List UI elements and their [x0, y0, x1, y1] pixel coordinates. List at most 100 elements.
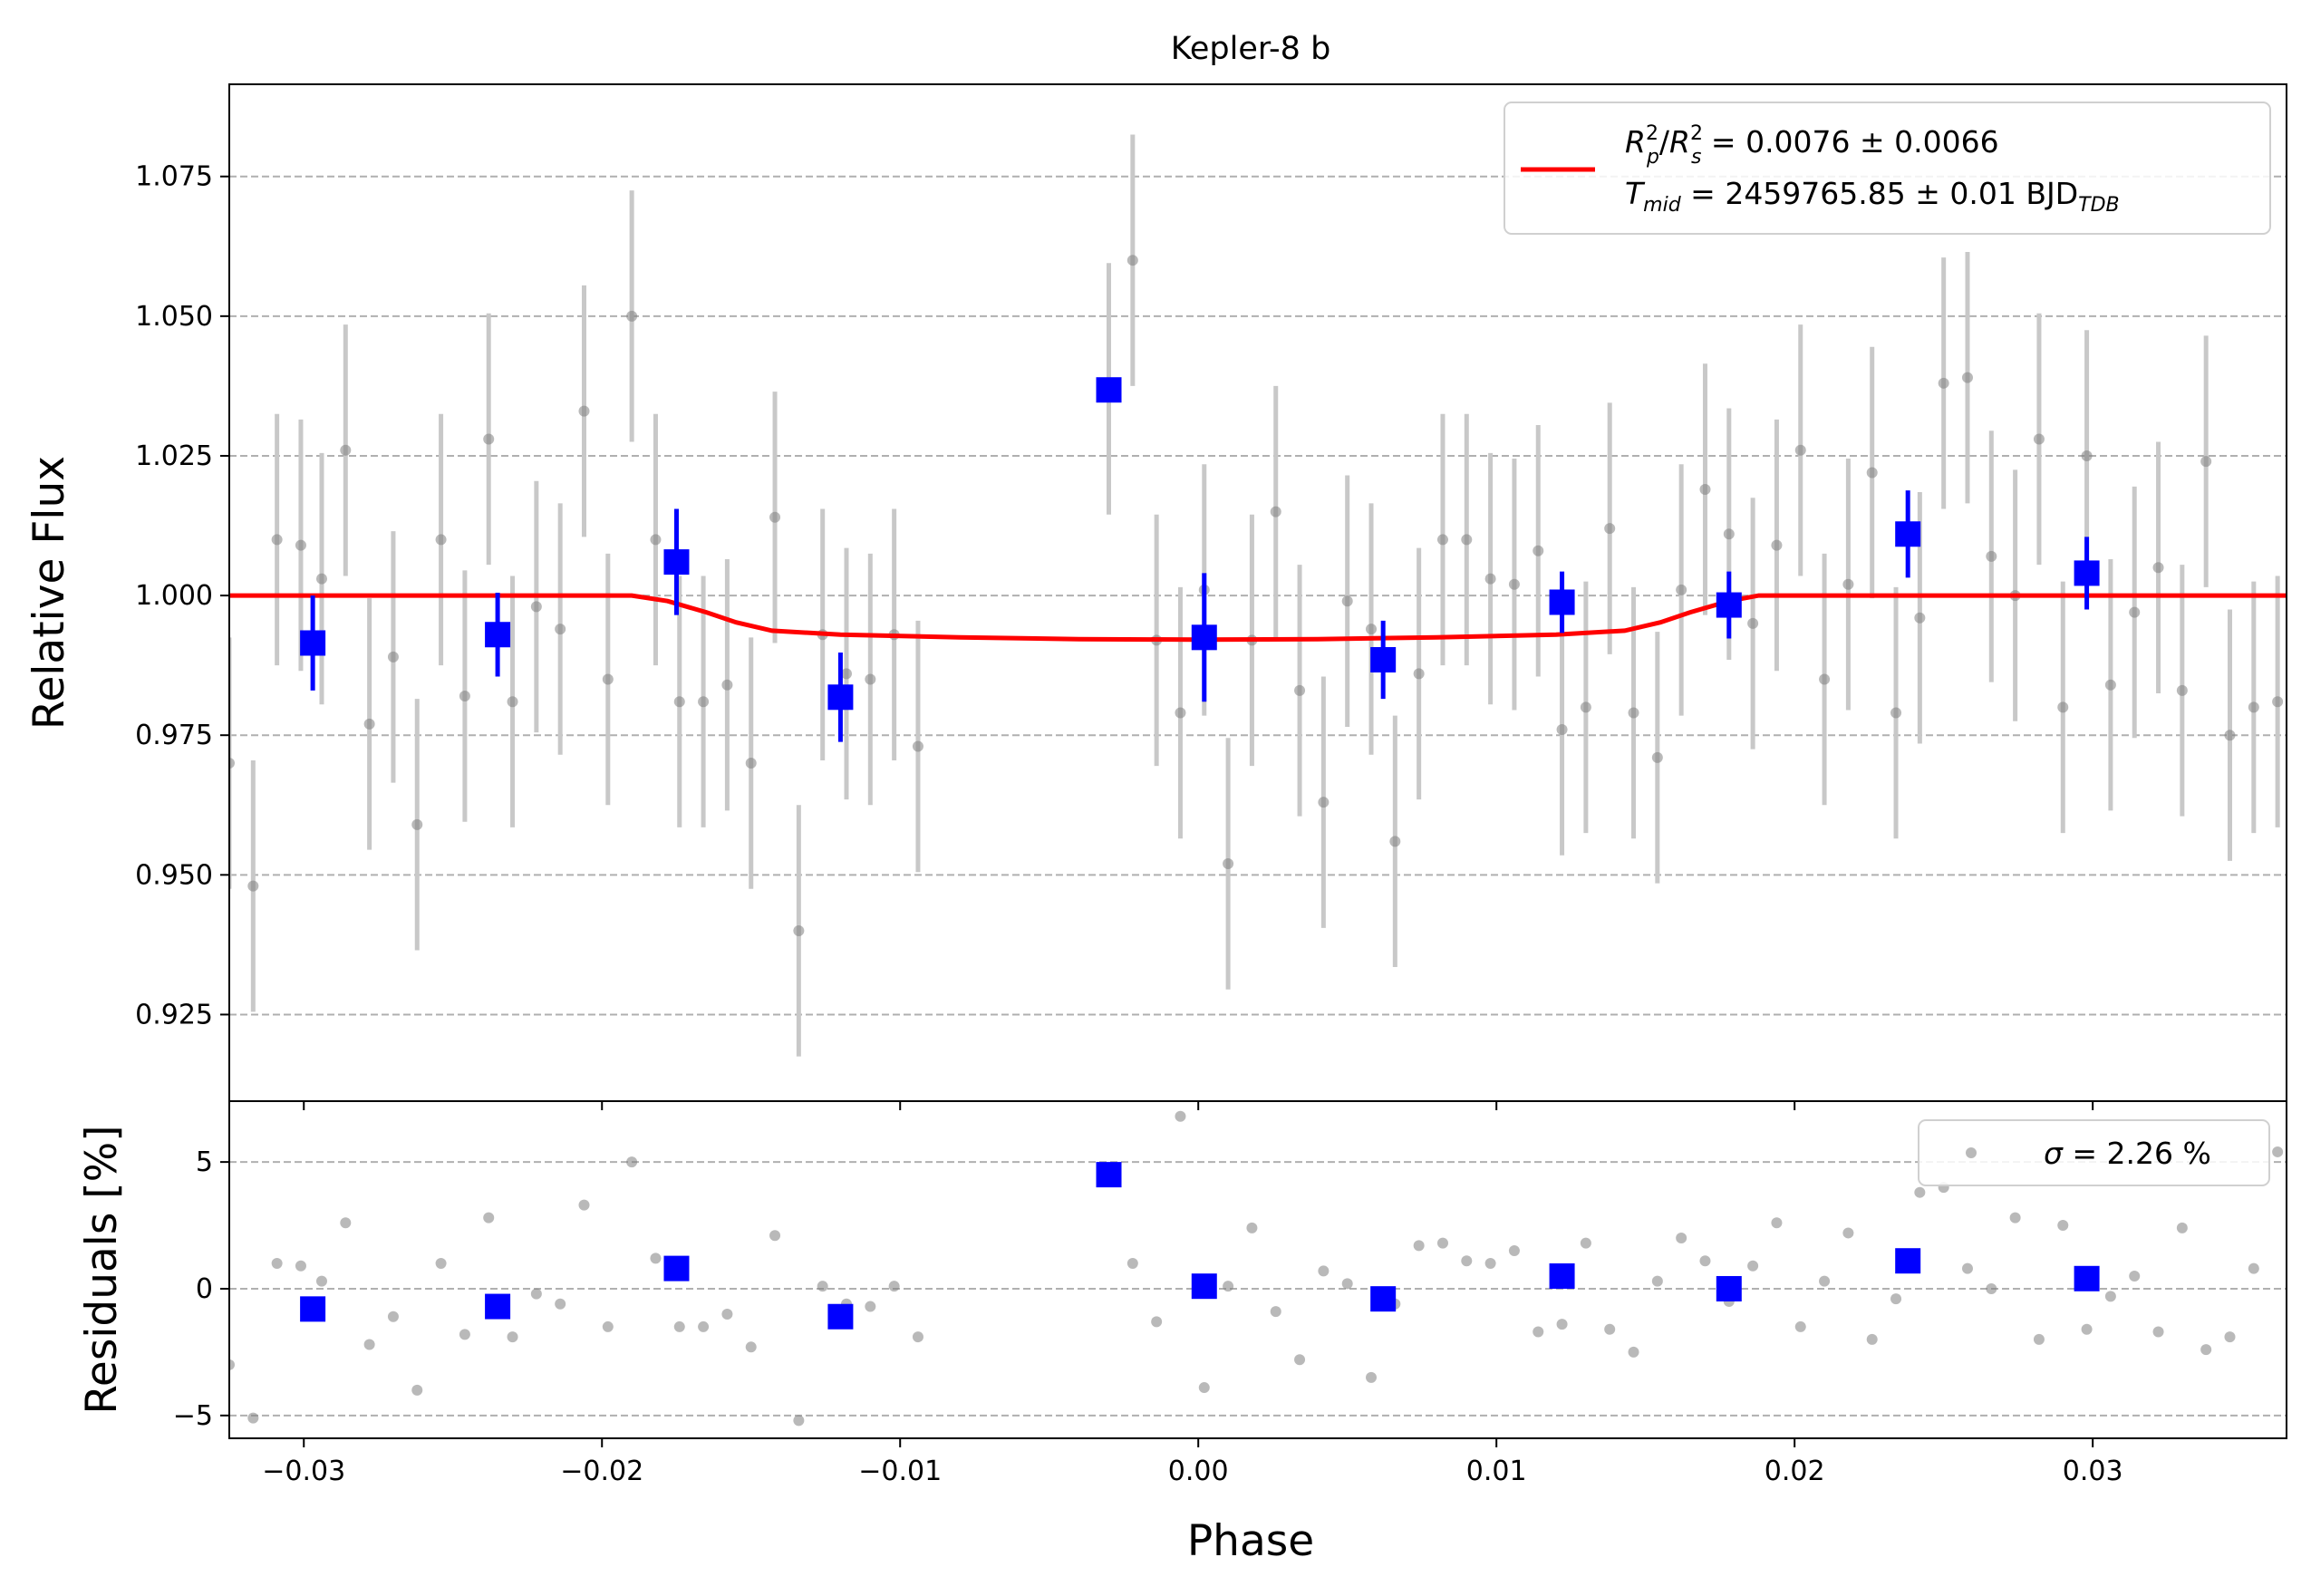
residual-point	[673, 1320, 685, 1332]
raw-point	[2176, 684, 2188, 696]
raw-point	[1366, 624, 1378, 635]
residual-point	[271, 1258, 283, 1270]
raw-point	[1747, 617, 1759, 629]
raw-point	[2057, 701, 2069, 713]
raw-point	[865, 673, 876, 685]
raw-point	[673, 696, 685, 708]
raw-point	[2129, 606, 2141, 618]
residual-point	[1151, 1316, 1163, 1328]
x-tick-label: 0.01	[1466, 1456, 1527, 1487]
residual-point	[1866, 1333, 1878, 1345]
residual-point	[340, 1217, 352, 1229]
residual-point	[2176, 1222, 2188, 1233]
raw-point	[459, 691, 470, 702]
legend-mid-time: Tmid = 2459765.85 ± 0.01 BJDTDB	[1625, 176, 2120, 217]
residual-point	[1986, 1282, 1997, 1294]
raw-point	[1604, 523, 1616, 535]
raw-point	[2033, 433, 2045, 445]
raw-point	[1318, 797, 1330, 808]
residual-point	[1126, 1258, 1138, 1270]
binned-residual-point	[1716, 1275, 1742, 1301]
axes-layer: 0.925 0.950 0.975 1.000 1.025 1.050 1.075 −5 0 5 −…	[135, 83, 2287, 1487]
raw-point	[555, 624, 566, 635]
residual-point	[2033, 1333, 2045, 1345]
legend-sigma: σ = 2.26 %	[2044, 1136, 2211, 1171]
residual-point	[2104, 1291, 2116, 1302]
residual-point	[411, 1384, 423, 1396]
raw-point	[271, 534, 283, 546]
raw-point	[1126, 255, 1138, 266]
raw-point	[483, 433, 495, 445]
residual-point	[2248, 1262, 2259, 1274]
residuals-y-tick-label: −5	[173, 1400, 213, 1432]
residual-point	[1175, 1110, 1186, 1122]
legend-radius-ratio: R2 p/R2 s = 0.0076 ± 0.0066	[1625, 122, 1999, 169]
residual-point	[229, 1359, 235, 1370]
binned-point	[1716, 592, 1742, 618]
residual-point	[2272, 1146, 2284, 1157]
main-y-tick-label: 1.050	[135, 301, 213, 333]
binned-point	[485, 622, 511, 648]
main-y-tick-label: 0.925	[135, 999, 213, 1030]
raw-point	[1294, 684, 1306, 696]
residual-point	[1318, 1265, 1330, 1277]
raw-point	[1223, 857, 1234, 869]
main-y-tick-label: 0.975	[135, 720, 213, 751]
residual-point	[1794, 1320, 1806, 1332]
raw-point	[2272, 696, 2284, 708]
raw-point	[745, 758, 757, 769]
raw-point	[1986, 550, 1997, 562]
raw-point	[507, 696, 518, 708]
binned-residual-point	[827, 1303, 854, 1330]
binned-residual-point	[2074, 1265, 2100, 1291]
residual-point	[1436, 1237, 1448, 1249]
raw-point	[530, 601, 542, 613]
residual-point	[1699, 1255, 1711, 1267]
residuals-y-tick-label: 0	[196, 1273, 213, 1305]
binned-residual-point	[1370, 1286, 1397, 1312]
raw-point	[229, 758, 235, 769]
x-tick-label: 0.02	[1765, 1456, 1825, 1487]
x-tick-label: 0.03	[2063, 1456, 2123, 1487]
raw-point	[602, 673, 614, 685]
residual-point	[1223, 1281, 1234, 1292]
residual-point	[1842, 1227, 1854, 1239]
x-tick-label: −0.03	[262, 1456, 345, 1487]
residual-point	[793, 1415, 805, 1427]
binned-point	[663, 549, 690, 576]
residual-point	[2129, 1270, 2141, 1282]
residuals-y-axis-label: Residuals [%]	[77, 1125, 127, 1414]
legend-residual-marker	[1966, 1147, 1977, 1158]
raw-point	[698, 696, 710, 708]
residual-point	[888, 1281, 900, 1292]
raw-point	[1270, 506, 1281, 517]
residual-point	[1366, 1371, 1378, 1383]
raw-point	[1341, 595, 1353, 607]
raw-point	[1628, 707, 1639, 719]
residual-point	[650, 1253, 662, 1264]
raw-point	[1914, 612, 1926, 624]
residual-point	[2057, 1220, 2069, 1232]
x-tick-label: 0.00	[1168, 1456, 1229, 1487]
residual-point	[817, 1281, 828, 1292]
residual-point	[555, 1298, 566, 1310]
raw-point	[793, 924, 805, 936]
residual-point	[865, 1301, 876, 1312]
residual-point	[483, 1212, 495, 1224]
main-y-tick-label: 1.000	[135, 580, 213, 612]
raw-point	[841, 668, 852, 680]
residual-point	[1604, 1323, 1616, 1335]
binned-point	[1895, 521, 1921, 547]
residual-point	[1890, 1293, 1902, 1305]
residual-point	[1341, 1278, 1353, 1290]
binned-point	[1549, 589, 1575, 615]
main-plot-area	[229, 134, 2287, 1057]
raw-point	[1533, 545, 1544, 556]
raw-point	[1938, 377, 1949, 389]
residual-point	[1508, 1245, 1520, 1257]
residual-point	[2081, 1323, 2093, 1335]
raw-point	[1389, 836, 1401, 847]
residual-point	[2224, 1331, 2236, 1343]
raw-point	[1461, 534, 1473, 546]
raw-point	[2152, 562, 2164, 574]
